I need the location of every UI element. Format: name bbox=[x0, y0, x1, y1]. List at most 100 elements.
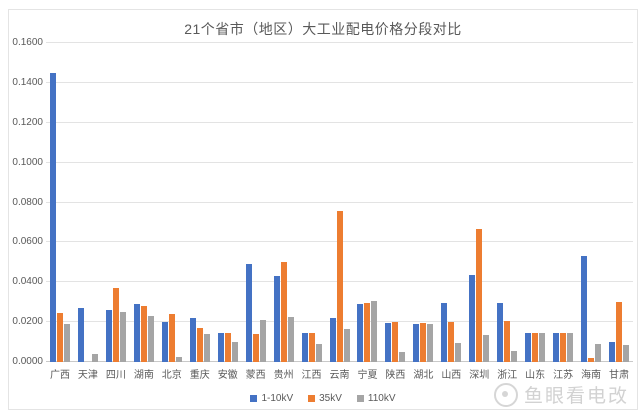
bar-35kV bbox=[308, 333, 315, 362]
legend-item: 110kV bbox=[356, 393, 396, 404]
bar-group bbox=[158, 43, 186, 362]
x-axis-label: 安徽 bbox=[217, 370, 238, 381]
bar-group bbox=[409, 43, 437, 362]
bar-110kV bbox=[259, 320, 266, 362]
y-axis-tick-label: 0.0200 bbox=[12, 316, 43, 328]
legend: 1-10kV 35kV 110kV bbox=[9, 393, 637, 404]
gridline bbox=[46, 201, 633, 203]
x-axis-label: 甘肃 bbox=[609, 370, 630, 381]
bar-group bbox=[465, 43, 493, 362]
gridline bbox=[46, 161, 633, 163]
bar-1-10kV bbox=[105, 310, 112, 362]
legend-swatch-icon bbox=[250, 395, 258, 402]
y-axis-tick-label: 0.0600 bbox=[12, 236, 43, 248]
bar-35kV bbox=[476, 228, 483, 362]
bar-110kV bbox=[567, 333, 574, 362]
x-axis-label: 浙江 bbox=[497, 370, 518, 381]
bar-group bbox=[437, 43, 465, 362]
watermark: 鱼眼看电改 bbox=[493, 381, 629, 408]
bar-group bbox=[521, 43, 549, 362]
bar-35kV bbox=[112, 288, 119, 362]
bar-110kV bbox=[91, 354, 98, 362]
bar-35kV bbox=[196, 328, 203, 362]
bar-35kV bbox=[448, 321, 455, 362]
gridline bbox=[46, 81, 633, 83]
gridline bbox=[46, 42, 633, 43]
bar-110kV bbox=[511, 351, 518, 362]
bar-1-10kV bbox=[273, 276, 280, 362]
bar-110kV bbox=[623, 345, 630, 362]
bar-group bbox=[353, 43, 381, 362]
bar-groups bbox=[46, 43, 633, 362]
bar-1-10kV bbox=[189, 318, 196, 362]
gridline bbox=[46, 121, 633, 123]
bar-group bbox=[298, 43, 326, 362]
bar-35kV bbox=[168, 314, 175, 362]
bar-35kV bbox=[280, 262, 287, 362]
bar-1-10kV bbox=[161, 322, 168, 362]
bar-35kV bbox=[252, 334, 259, 362]
bar-35kV bbox=[560, 333, 567, 362]
bar-110kV bbox=[63, 324, 70, 362]
bar-1-10kV bbox=[49, 72, 56, 362]
bar-35kV bbox=[140, 306, 147, 362]
y-axis-tick-label: 0.1400 bbox=[12, 76, 43, 88]
bar-110kV bbox=[231, 342, 238, 362]
bar-35kV bbox=[56, 313, 63, 362]
y-axis-tick-label: 0.1000 bbox=[12, 156, 43, 168]
y-axis-tick-label: 0.0800 bbox=[12, 196, 43, 208]
y-axis-tick-label: 0.0400 bbox=[12, 276, 43, 288]
bar-group bbox=[270, 43, 298, 362]
bar-group bbox=[186, 43, 214, 362]
watermark-text: 鱼眼看电改 bbox=[523, 386, 629, 407]
bar-110kV bbox=[175, 357, 182, 362]
x-axis-label: 北京 bbox=[161, 370, 182, 381]
bar-110kV bbox=[399, 352, 406, 362]
bar-110kV bbox=[287, 317, 294, 362]
x-axis-label: 山西 bbox=[441, 370, 462, 381]
bar-1-10kV bbox=[553, 333, 560, 362]
bar-35kV bbox=[364, 302, 371, 362]
x-axis-label: 重庆 bbox=[189, 370, 210, 381]
bar-1-10kV bbox=[245, 264, 252, 362]
bar-35kV bbox=[504, 320, 511, 362]
legend-label: 110kV bbox=[367, 393, 396, 404]
bar-1-10kV bbox=[413, 324, 420, 362]
x-axis-label: 四川 bbox=[105, 370, 126, 381]
bar-110kV bbox=[455, 343, 462, 362]
bar-110kV bbox=[343, 329, 350, 362]
x-axis-label: 山东 bbox=[525, 370, 546, 381]
bar-1-10kV bbox=[581, 256, 588, 362]
bar-group bbox=[242, 43, 270, 362]
bar-35kV bbox=[392, 321, 399, 362]
bar-1-10kV bbox=[385, 322, 392, 362]
legend-swatch-icon bbox=[308, 395, 316, 402]
x-axis-label: 天津 bbox=[77, 370, 98, 381]
legend-label: 1-10kV bbox=[261, 393, 294, 404]
bar-1-10kV bbox=[217, 333, 224, 362]
bar-group bbox=[549, 43, 577, 362]
legend-item: 1-10kV bbox=[250, 393, 293, 404]
bar-110kV bbox=[427, 323, 434, 362]
x-axis-label: 云南 bbox=[329, 370, 350, 381]
bar-group bbox=[605, 43, 633, 362]
bar-1-10kV bbox=[77, 308, 84, 362]
bar-110kV bbox=[371, 301, 378, 362]
bar-group bbox=[577, 43, 605, 362]
bar-110kV bbox=[147, 316, 154, 362]
bar-110kV bbox=[595, 344, 602, 362]
y-axis-tick-label: 0.1200 bbox=[12, 116, 43, 128]
bar-group bbox=[46, 43, 74, 362]
bar-110kV bbox=[539, 333, 546, 362]
x-axis-label: 海南 bbox=[581, 370, 602, 381]
x-axis-label: 宁夏 bbox=[357, 370, 378, 381]
x-axis-label: 湖南 bbox=[133, 370, 154, 381]
plot-area bbox=[46, 42, 633, 362]
bar-35kV bbox=[588, 358, 595, 362]
bar-35kV bbox=[336, 211, 343, 362]
bar-1-10kV bbox=[329, 318, 336, 362]
legend-label: 35kV bbox=[319, 393, 342, 404]
bar-110kV bbox=[315, 344, 322, 362]
legend-item: 35kV bbox=[308, 393, 342, 404]
